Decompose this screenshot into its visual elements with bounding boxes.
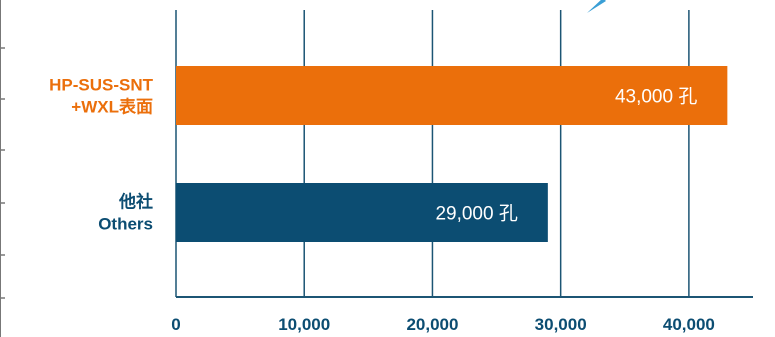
category-label: Others — [98, 215, 153, 234]
x-tick-label: 30,000 — [535, 315, 587, 334]
bars — [176, 66, 728, 242]
x-tick-label: 40,000 — [663, 315, 715, 334]
accent-stroke — [587, 0, 606, 13]
category-label: +WXL表面 — [71, 97, 153, 117]
category-label: 他社 — [118, 192, 153, 212]
x-tick-labels: 0 10,000 20,000 30,000 40,000 — [171, 315, 715, 334]
category-label: HP-SUS-SNT — [49, 76, 154, 95]
data-label: 43,000 孔 — [615, 86, 697, 108]
data-labels: 43,000 孔 29,000 孔 — [435, 86, 697, 225]
x-tick-label: 10,000 — [278, 315, 330, 334]
gridlines — [175, 10, 690, 297]
accent-stroke-decoration — [587, 0, 606, 13]
x-tick-label: 20,000 — [406, 315, 458, 334]
bar — [176, 183, 548, 242]
x-tick-label: 0 — [171, 315, 180, 334]
data-label: 29,000 孔 — [435, 203, 517, 225]
left-edge-tick-marks — [0, 0, 5, 337]
bar — [176, 66, 728, 125]
